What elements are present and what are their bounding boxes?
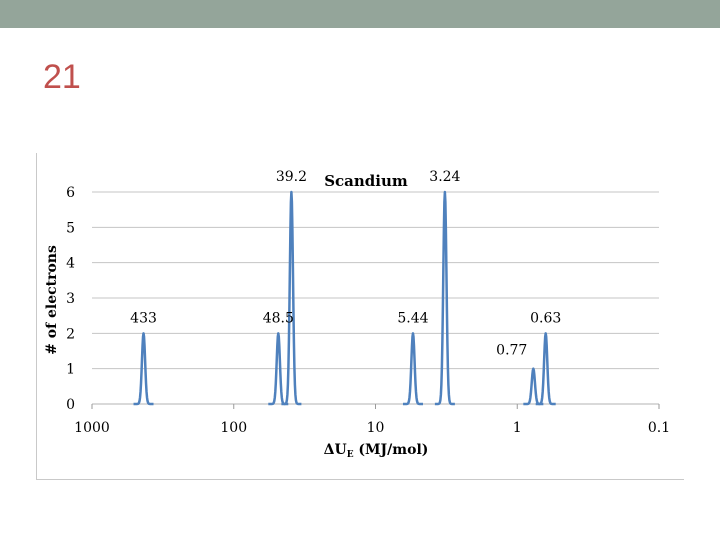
y-tick-label: 3: [66, 291, 75, 307]
peak-label: 433: [130, 310, 157, 326]
peak-label: 0.77: [496, 343, 527, 359]
peak-labels: 433 48.5 39.2 5.44 3.24 0.77 0.63: [130, 169, 561, 359]
peak-label: 0.63: [530, 310, 561, 326]
x-axis: [91, 403, 660, 409]
slide-title: 21: [43, 58, 81, 96]
grid-lines: [92, 191, 659, 370]
peak-label: 5.44: [397, 310, 428, 326]
series-spectrum: [132, 190, 557, 406]
y-tick-label: 4: [66, 256, 75, 272]
y-tick-label: 1: [66, 362, 75, 378]
x-axis-label: ΔUE (MJ/mol): [324, 442, 429, 460]
x-tick-label: 0.1: [648, 420, 670, 436]
x-tick-labels: 1000 100 10 1 0.1: [74, 420, 670, 436]
peak-label: 39.2: [276, 169, 307, 185]
x-tick-label: 1: [513, 420, 522, 436]
peak-label: 3.24: [429, 169, 460, 185]
y-tick-label: 5: [66, 220, 75, 236]
x-tick-label: 10: [367, 420, 385, 436]
top-band: [0, 0, 720, 28]
peak-line: [434, 190, 456, 406]
peak-line: [402, 332, 424, 406]
chart-title: Scandium: [324, 172, 408, 190]
y-tick-label: 0: [66, 397, 75, 413]
chart-frame: [36, 153, 684, 480]
x-tick-label: 100: [220, 420, 247, 436]
peak-line: [522, 367, 545, 406]
x-tick-label: 1000: [74, 420, 110, 436]
y-tick-labels: 0 1 2 3 4 5 6: [66, 185, 75, 413]
y-tick-label: 2: [66, 326, 75, 342]
peak-line: [132, 332, 155, 406]
peak-label: 48.5: [263, 310, 294, 326]
y-tick-label: 6: [66, 185, 75, 201]
y-axis-label: # of electrons: [44, 245, 60, 355]
peak-line: [534, 332, 557, 406]
peak-line: [280, 190, 303, 406]
